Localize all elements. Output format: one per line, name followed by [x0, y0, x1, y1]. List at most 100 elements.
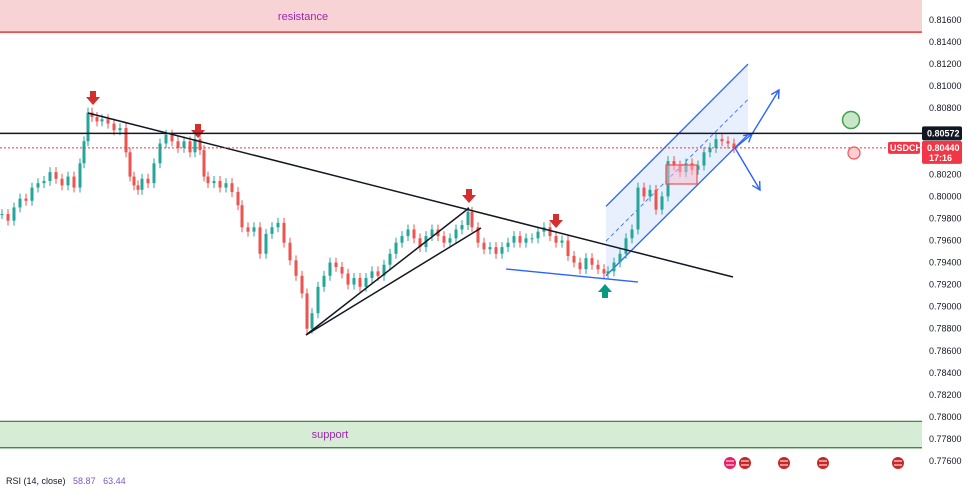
falling-support-line[interactable] [505, 268, 639, 283]
sell-arrow-icon-stem [195, 124, 201, 130]
candle-body [218, 180, 222, 188]
candle-body [206, 176, 210, 184]
candle-body [732, 143, 736, 148]
candle-body [300, 275, 304, 294]
us-flag-event-icon[interactable] [738, 456, 752, 470]
candle-body [86, 112, 90, 142]
descending-trendline[interactable] [87, 112, 734, 278]
candle-body [0, 214, 4, 216]
candle-body [82, 141, 86, 164]
us-flag-event-icon[interactable] [777, 456, 791, 470]
sell-arrow-icon [549, 220, 563, 228]
candle-body [630, 229, 634, 239]
rsi-name: RSI (14, close) [6, 476, 66, 486]
bounce-arrow-icon[interactable] [734, 133, 753, 149]
candle-body [346, 273, 350, 285]
alert-circle-icon[interactable] [847, 146, 861, 160]
candle-body [584, 258, 588, 270]
price-tick-label: 0.78200 [929, 390, 962, 400]
candle-body [430, 229, 434, 237]
sell-arrow-icon [462, 195, 476, 203]
candle-body [708, 147, 712, 153]
candle-body [566, 240, 570, 256]
wedge-upper-line[interactable] [305, 207, 470, 336]
candle-body [310, 313, 314, 329]
candle-body [182, 141, 186, 148]
candle-body [252, 227, 256, 232]
candle-body [112, 123, 116, 131]
symbol-tag-text: USDCHF [890, 143, 928, 153]
candle-body [412, 229, 416, 239]
candle-body [364, 277, 368, 287]
candle-body [230, 183, 234, 192]
candle-body [376, 271, 380, 276]
candle-body [30, 187, 34, 201]
countdown-text: 17:16 [929, 153, 952, 163]
candle-body [488, 247, 492, 250]
candle-body [282, 222, 286, 243]
rsi-ma-value: 63.44 [103, 476, 126, 486]
sell-arrow-icon-stem [466, 189, 472, 195]
candle-body [648, 189, 652, 197]
price-tick-label: 0.80200 [929, 169, 962, 179]
candle-body [406, 229, 410, 237]
flash-event-icon[interactable] [723, 456, 737, 470]
candle-body [418, 238, 422, 248]
us-flag-event-icon[interactable] [816, 456, 830, 470]
candle-body [60, 178, 64, 186]
chart-drawings [86, 88, 780, 336]
candle-body [530, 238, 534, 240]
candle-body [12, 207, 16, 221]
bearish-arrow-icon[interactable] [734, 147, 761, 191]
candle-body [448, 238, 452, 243]
price-tick-label: 0.81000 [929, 81, 962, 91]
candle-body [494, 247, 498, 254]
price-tick-label: 0.77800 [929, 434, 962, 444]
candle-body [642, 187, 646, 197]
candle-body [476, 227, 480, 243]
buy-arrow-icon [598, 284, 612, 292]
candle-body [328, 262, 332, 276]
candle-body [720, 139, 724, 142]
bullish-arrow-icon[interactable] [751, 89, 780, 135]
candle-body [270, 227, 274, 234]
candle-body [72, 176, 76, 188]
candle-body [294, 260, 298, 276]
candle-body [334, 262, 338, 267]
consolidation-box[interactable] [665, 164, 698, 185]
candle-body [602, 269, 606, 274]
candle-body [660, 196, 664, 210]
candle-body [152, 163, 156, 184]
candle-body [36, 183, 40, 188]
candle-body [506, 242, 510, 248]
candlestick-series [0, 107, 736, 334]
candle-body [536, 231, 540, 239]
candle-body [400, 236, 404, 243]
rsi-legend[interactable]: RSI (14, close) 58.87 63.44 [6, 476, 131, 486]
candle-body [212, 180, 216, 184]
target-circle-icon[interactable] [841, 110, 861, 130]
candle-body [42, 180, 46, 184]
candle-body [672, 161, 676, 166]
us-flag-event-icon[interactable] [891, 456, 905, 470]
candle-body [288, 242, 292, 261]
price-tick-label: 0.77600 [929, 456, 962, 466]
candle-body [512, 236, 516, 243]
resistance-zone [0, 0, 922, 33]
candle-body [624, 238, 628, 254]
price-tick-label: 0.80000 [929, 191, 962, 201]
candle-body [370, 271, 374, 278]
candle-body [188, 141, 192, 153]
candle-body [316, 286, 320, 314]
candle-body [590, 258, 594, 265]
candle-body [176, 141, 180, 148]
candle-body [136, 185, 140, 190]
candle-body [388, 253, 392, 265]
bullish-arrow-icon-head [770, 88, 780, 100]
price-tick-label: 0.81200 [929, 59, 962, 69]
candle-body [202, 150, 206, 177]
wedge-lower-line[interactable] [305, 227, 482, 336]
candle-body [340, 266, 344, 274]
candle-body [524, 238, 528, 243]
